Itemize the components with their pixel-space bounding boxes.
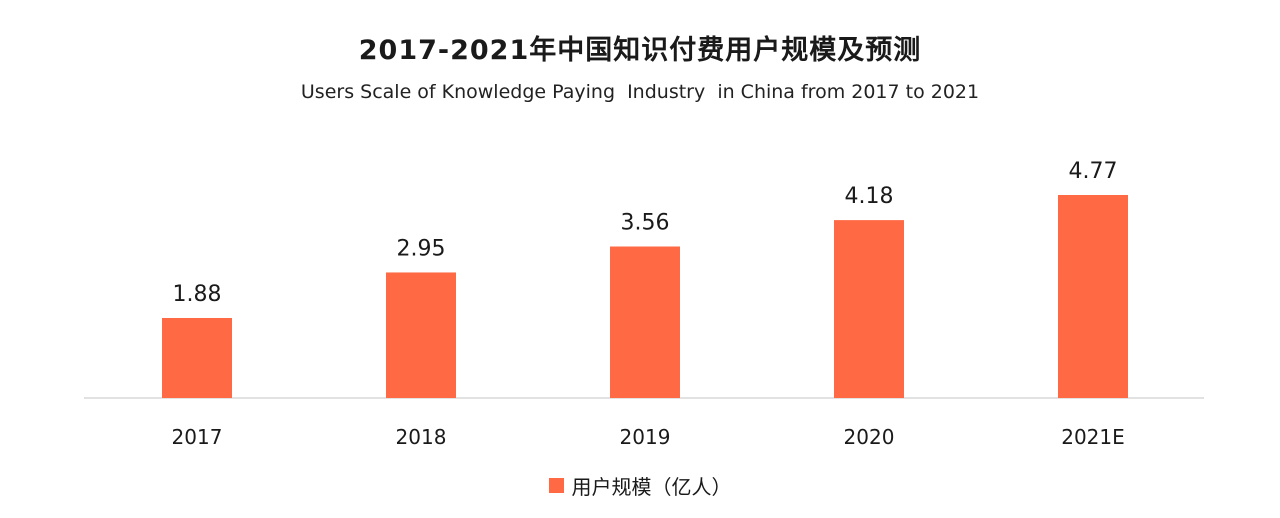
- data-label-2021E: 4.77: [1069, 159, 1118, 184]
- data-label-2019: 3.56: [621, 210, 670, 235]
- x-tick-label-2019: 2019: [620, 425, 671, 449]
- bar-2021E: [1058, 195, 1128, 398]
- legend-label: 用户规模（亿人）: [571, 475, 732, 499]
- chart-subtitle: Users Scale of Knowledge Paying Industry…: [300, 81, 980, 103]
- x-tick-label-2018: 2018: [396, 425, 447, 449]
- x-tick-label-2020: 2020: [844, 425, 895, 449]
- chart-title: 2017-2021年中国知识付费用户规模及预测: [358, 35, 922, 66]
- bar-2020: [834, 220, 904, 398]
- bar-2019: [610, 246, 680, 398]
- bar-2017: [162, 317, 232, 398]
- x-tick-label-2021E: 2021E: [1061, 425, 1125, 449]
- bar-2018: [386, 272, 456, 398]
- data-label-2020: 4.18: [845, 184, 894, 209]
- legend: 用户规模（亿人）: [0, 471, 1280, 500]
- legend-swatch: [548, 478, 564, 493]
- x-tick-label-2017: 2017: [172, 425, 223, 449]
- data-label-2018: 2.95: [397, 236, 446, 261]
- data-label-2017: 1.88: [173, 282, 222, 307]
